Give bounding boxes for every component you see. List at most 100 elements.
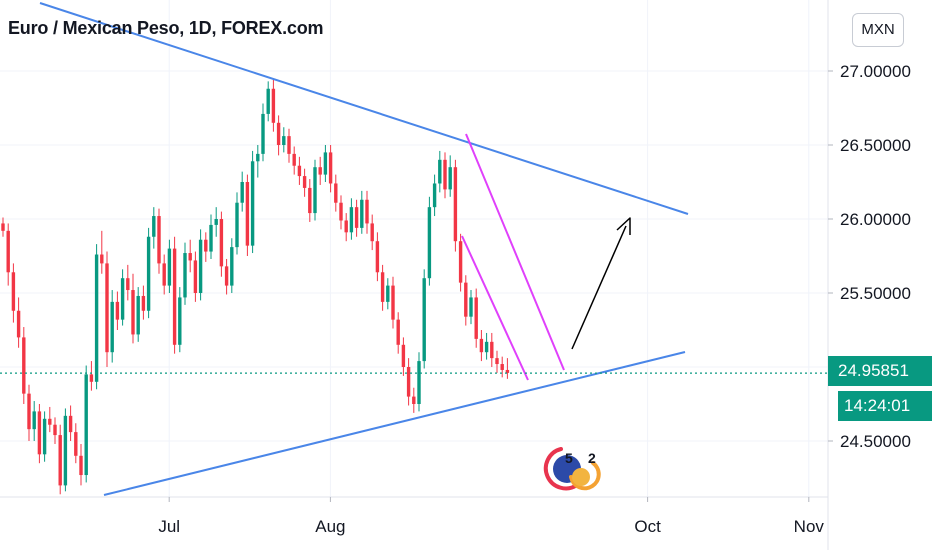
candle [292, 146, 296, 175]
channel-lower-line[interactable] [461, 235, 529, 381]
candle-body [152, 216, 156, 237]
candle [209, 214, 213, 259]
candle [354, 199, 359, 237]
candle-body [214, 219, 218, 225]
candle-body [53, 424, 57, 436]
x-tick-label: Nov [794, 517, 825, 536]
candle [37, 404, 42, 464]
candle [204, 232, 208, 262]
candle-body [344, 220, 348, 233]
candle-body [490, 341, 494, 359]
candle [458, 233, 463, 292]
candle [490, 332, 494, 367]
upper-trendline[interactable] [39, 2, 689, 215]
candle-body [240, 182, 244, 203]
candle [214, 207, 218, 237]
candle-body [157, 216, 161, 264]
candle-body [162, 263, 166, 286]
candle-body [115, 301, 120, 320]
chart-grid [0, 0, 828, 497]
candle-body [146, 236, 151, 311]
candle-body [318, 167, 322, 175]
candle [152, 207, 156, 249]
candle-body [464, 282, 468, 317]
chart-title: Euro / Mexican Peso, 1D, FOREX.com [8, 18, 324, 38]
candle-body [302, 176, 307, 188]
candle [94, 244, 99, 390]
candle [318, 156, 322, 185]
candle [126, 264, 130, 301]
candle [484, 332, 489, 360]
candle-body [271, 88, 276, 123]
candle-body [422, 278, 426, 362]
candle [365, 190, 369, 234]
lower-trendline[interactable] [103, 351, 686, 496]
candle [120, 269, 125, 326]
y-tick-label: 26.00000 [840, 210, 911, 229]
candle-body [412, 396, 416, 404]
candle-body [219, 219, 224, 267]
candle [432, 174, 437, 217]
candle [276, 115, 281, 156]
candle [235, 192, 239, 255]
candle-body [495, 358, 499, 365]
candle [266, 81, 270, 122]
candle-body [386, 285, 390, 302]
candle [219, 211, 224, 277]
projection-arrowhead-icon [616, 217, 631, 235]
candlestick-series [1, 78, 510, 495]
candle-body [474, 297, 478, 339]
y-tick-label: 26.50000 [840, 136, 911, 155]
candle [198, 229, 203, 301]
candle [53, 417, 57, 444]
candle-body [58, 435, 62, 486]
x-tick-label: Jul [158, 517, 180, 536]
candle [334, 174, 338, 212]
badge-red-ring-icon [543, 447, 579, 491]
candle [6, 223, 10, 286]
candle [245, 174, 250, 256]
candle-body [427, 207, 432, 279]
channel-upper-line[interactable] [465, 133, 565, 371]
candle [406, 358, 411, 406]
candle-body [354, 207, 359, 228]
candle [84, 365, 88, 483]
candle-body [141, 295, 146, 311]
candle [105, 251, 109, 367]
candle-body [282, 136, 286, 145]
candle [380, 264, 385, 311]
candle [448, 155, 452, 197]
x-tick-label: Oct [634, 517, 661, 536]
candle-body [256, 153, 260, 162]
candle [282, 127, 286, 153]
candle-body [209, 224, 213, 252]
candle-body [370, 223, 374, 242]
currency-button[interactable]: MXN [852, 13, 904, 47]
candle-body [360, 199, 364, 228]
candle-body [79, 455, 83, 476]
candle-body [94, 254, 99, 382]
candle-body [68, 415, 73, 433]
candle [146, 227, 151, 319]
candle-body [198, 239, 203, 293]
chart-drawings [39, 2, 689, 496]
candle-body [438, 159, 442, 184]
candle-body [406, 367, 411, 397]
y-tick-label: 25.50000 [840, 284, 911, 303]
candle-body [11, 272, 16, 311]
candle-body [443, 159, 447, 190]
candle [479, 330, 484, 362]
candle-body [84, 374, 88, 476]
candle [422, 269, 426, 369]
candle-body [500, 364, 504, 370]
projection-arrow[interactable] [571, 225, 627, 350]
ideas-badge[interactable]: 5 2 [543, 447, 601, 491]
candle [63, 408, 68, 492]
candle [79, 443, 83, 486]
candle [297, 156, 302, 185]
candle [323, 145, 328, 182]
candle [438, 150, 442, 193]
last-price-label: 24.95851 [828, 356, 932, 386]
